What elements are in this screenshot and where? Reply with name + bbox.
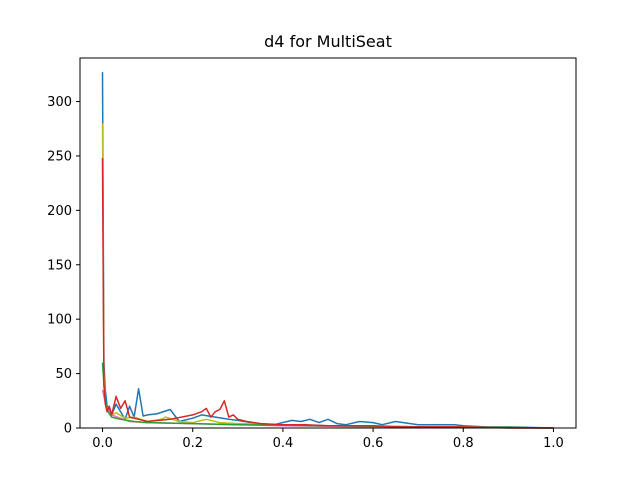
- series-line-0: [101, 72, 554, 429]
- series-layer: [101, 72, 554, 429]
- y-axis: 0 50 100 150 200 250 300: [47, 95, 80, 437]
- y-tick-label: 0: [64, 422, 72, 437]
- x-axis: 0.0 0.2 0.4 0.6 0.8 1.0: [92, 428, 564, 451]
- y-tick-label: 300: [47, 95, 72, 110]
- x-tick-label: 0.4: [273, 436, 294, 451]
- x-tick-label: 0.0: [92, 436, 113, 451]
- y-tick-label: 50: [55, 367, 72, 382]
- axes-frame: [79, 57, 577, 429]
- x-tick-label: 0.2: [182, 436, 203, 451]
- y-tick-label: 250: [47, 149, 72, 164]
- x-tick-label: 0.6: [363, 436, 384, 451]
- x-tick-label: 0.8: [453, 436, 474, 451]
- series-line-4: [101, 158, 554, 429]
- y-tick-label: 100: [47, 313, 72, 328]
- chart-title: d4 for MultiSeat: [264, 32, 392, 51]
- x-tick-label: 1.0: [543, 436, 564, 451]
- series-line-1: [101, 123, 554, 429]
- y-tick-label: 200: [47, 204, 72, 219]
- y-tick-label: 150: [47, 258, 72, 273]
